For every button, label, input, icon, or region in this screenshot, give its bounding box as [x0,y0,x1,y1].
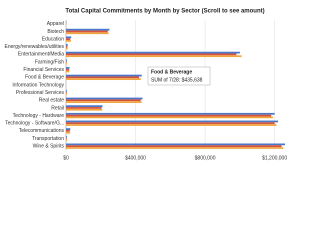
bar [66,70,70,73]
bar [66,107,102,109]
y-tick-label: Real estate [39,98,65,104]
y-tick-label: Entertainment/Media [18,52,64,58]
bar [66,62,67,65]
bar [66,137,67,140]
bar [66,30,108,33]
bar [66,116,273,119]
tooltip-text: SUM of 7/28: $435,638 [151,77,203,83]
tooltip-title: Food & Beverage [151,69,192,75]
bar [66,147,284,149]
bar [66,67,70,69]
bar [66,78,141,81]
bar [66,93,67,96]
bar [66,53,237,56]
y-tick-label: Apparel [47,21,64,27]
y-tick-label: Telecommunications [19,128,65,134]
bar [66,55,242,58]
y-tick-label: Technology - Hardware [13,113,65,119]
bar [66,89,67,92]
bar [66,135,67,138]
y-tick-label: Retail [51,105,64,111]
bar [66,74,142,77]
y-tick-label: Education [42,36,64,42]
bar [66,59,67,62]
y-tick-label: Energy/renewables/utilities [5,44,65,50]
bar [66,120,279,123]
tooltip: Food & Beverage SUM of 7/28: $435,638 [147,66,211,86]
y-tick-label: Food & Beverage [25,75,64,81]
chart: Total Capital Commitments by Month by Se… [5,9,288,162]
y-tick-label: Wine & Spirits [33,144,65,150]
bar [66,97,143,100]
bar [66,28,110,31]
y-tick-label: Farming/Fish [35,59,64,65]
y-tick-label: Technology - Software/G... [5,121,64,127]
bar [66,101,142,103]
tooltip-box [147,66,211,86]
x-tick-label: $1,200,000 [262,155,287,161]
x-tick-label: $0 [63,155,69,161]
bar [66,114,272,117]
bar [66,122,275,125]
bar [66,44,68,46]
y-tick-label: Biotech [47,29,64,35]
bar [66,108,103,111]
bar [66,105,103,108]
bar [66,76,140,79]
x-tick-label: $400,000 [125,155,146,161]
bar [66,99,141,102]
bar [66,68,70,71]
bar [66,129,70,132]
bar [66,91,67,94]
chart-title: Total Capital Commitments by Month by Se… [65,9,264,15]
y-tick-label: Financial Services [23,67,64,73]
bar [66,131,71,134]
y-tick-label: Information Technology [12,82,64,88]
bar [66,47,68,50]
bar [66,112,275,115]
bar [66,124,277,126]
page: {"chart_data": {"type": "bar", "orientat… [4,8,288,162]
bar [66,143,286,146]
bar [66,36,72,39]
bar [66,32,109,35]
bar [66,139,67,142]
bar [66,128,71,130]
bar [66,145,282,148]
bar [66,45,68,48]
bar [66,61,67,63]
y-tick-label: Transportation [32,136,64,142]
bar [66,40,71,42]
bar [66,51,240,54]
y-tick-label: Professional Services [16,90,65,96]
bar [66,38,71,41]
x-tick-label: $800,000 [195,155,216,161]
